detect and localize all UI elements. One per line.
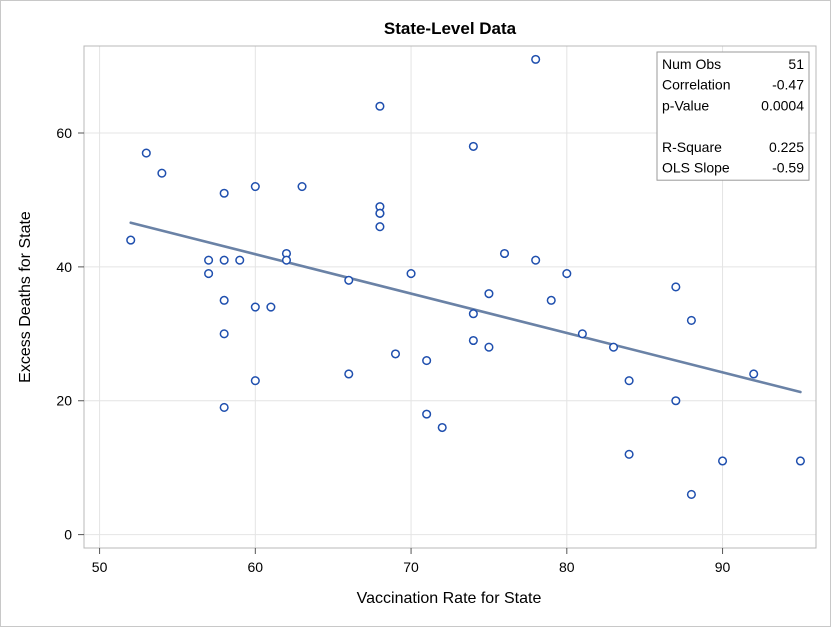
data-point [219, 188, 229, 198]
data-point [437, 422, 447, 433]
x-axis-label: Vaccination Rate for State [357, 590, 542, 607]
stat-label: R-Square [662, 139, 722, 155]
data-point [686, 489, 696, 500]
data-point [562, 269, 572, 279]
data-point [422, 409, 432, 419]
data-point [126, 235, 136, 245]
data-point [531, 54, 541, 64]
data-point [624, 449, 634, 459]
data-point [344, 369, 354, 379]
data-point [375, 208, 385, 218]
data-point [375, 101, 385, 111]
data-point [344, 275, 354, 285]
data-point [204, 269, 214, 279]
data-point [297, 182, 307, 192]
data-point [157, 168, 167, 178]
data-point [608, 342, 619, 352]
data-point [250, 376, 260, 386]
statistics-box [656, 51, 810, 181]
data-point [266, 302, 276, 312]
data-point [624, 376, 634, 386]
stat-label: Correlation [662, 77, 730, 93]
data-point [219, 329, 229, 339]
stat-label: Num Obs [662, 56, 721, 72]
data-point [499, 248, 510, 259]
data-point [671, 282, 681, 292]
chart-title: State-Level Data [384, 19, 517, 38]
data-point [718, 456, 728, 466]
data-point [749, 369, 759, 379]
data-point [468, 335, 478, 346]
stat-label: OLS Slope [662, 160, 730, 176]
data-point [484, 342, 494, 352]
y-tick-label: 20 [56, 393, 72, 409]
data-point [671, 396, 681, 406]
x-tick-label: 90 [715, 559, 731, 575]
y-tick-label: 40 [56, 259, 72, 275]
data-point [219, 402, 229, 412]
x-tick-label: 70 [403, 559, 419, 575]
data-point [546, 295, 556, 305]
y-tick-label: 60 [56, 125, 72, 141]
data-point [250, 302, 260, 312]
stat-value: 0.225 [769, 139, 804, 155]
x-tick-label: 50 [92, 559, 108, 575]
x-tick-label: 60 [248, 559, 264, 575]
y-axis-label: Excess Deaths for State [17, 211, 34, 383]
stat-value: -0.59 [772, 160, 804, 176]
data-point [235, 255, 245, 265]
stat-label: p-Value [662, 97, 709, 113]
data-points [126, 54, 805, 500]
statistics-inset: Num Obs 51 Correlation -0.47 p-Value 0.0004 R-… [656, 51, 810, 181]
data-point [577, 329, 587, 339]
data-point [686, 315, 696, 325]
y-tick-label: 0 [64, 527, 72, 543]
x-tick-label: 80 [559, 559, 575, 575]
regression-line [129, 221, 802, 394]
data-point [281, 255, 292, 265]
axis-ticks: 50 60 70 80 90 0 20 40 60 [56, 125, 730, 575]
data-point [204, 255, 214, 265]
data-point [390, 349, 401, 359]
data-point [795, 456, 805, 466]
regression-line-layer [129, 221, 802, 394]
plot-area-frame [83, 45, 817, 549]
data-point [531, 255, 541, 265]
data-point [468, 309, 478, 319]
stat-value: 51 [788, 56, 804, 72]
data-point [141, 148, 151, 158]
stat-value: -0.47 [772, 77, 804, 93]
data-point [250, 182, 260, 192]
stat-value: 0.0004 [761, 97, 804, 113]
data-point [219, 255, 229, 265]
data-point [219, 295, 229, 305]
data-point [422, 356, 432, 366]
data-point [484, 289, 494, 299]
data-point [468, 141, 478, 151]
data-point [406, 269, 416, 279]
data-point [375, 222, 385, 232]
